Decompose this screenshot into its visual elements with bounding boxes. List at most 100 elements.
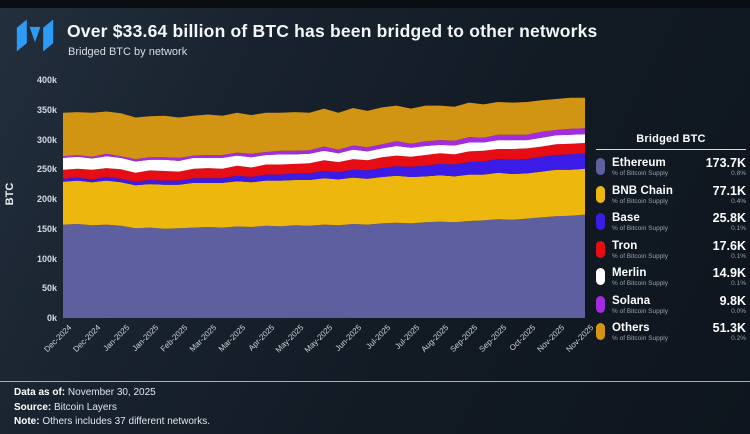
y-tick-label: 0k <box>46 313 57 323</box>
legend-percent: 0.1% <box>731 252 746 260</box>
y-axis-ticks: 400k 350k 300k 250k 200k 150k 100k 50k 0k <box>0 75 57 323</box>
legend-percent: 0.4% <box>731 197 746 205</box>
legend-value: 25.8K <box>712 211 746 225</box>
area-series-others <box>63 97 585 160</box>
legend-network-name: Ethereum <box>612 157 666 169</box>
x-tick-label: Mar-2025 <box>187 323 219 354</box>
x-tick-label: May-2025 <box>273 323 306 355</box>
footer-source: Source: Bitcoin Layers <box>14 401 117 413</box>
legend-sub-label: % of Bitcoin Supply <box>612 252 669 260</box>
y-tick-label: 400k <box>36 75 57 85</box>
legend-swatch-icon <box>596 158 605 175</box>
legend-item-others: Others% of Bitcoin Supply 51.3K 0.2% <box>596 322 746 342</box>
legend-network-name: BNB Chain <box>612 184 673 197</box>
x-tick-label: May-2025 <box>302 323 335 355</box>
legend-value-block: 17.6K 0.1% <box>712 238 746 260</box>
legend-swatch-icon <box>596 213 605 230</box>
footer: Data as of: November 30, 2025 Source: Bi… <box>14 386 210 430</box>
y-tick-label: 50k <box>41 283 57 294</box>
legend-percent: 0.1% <box>731 280 746 287</box>
legend-sub-label: % of Bitcoin Supply <box>612 335 669 342</box>
x-axis-ticks: Dec-2024 Dec-2024 Jan-2025 Jan-2025 Feb-2025… <box>42 323 595 375</box>
x-tick-label: Nov-2025 <box>564 323 596 354</box>
page-title: Over $33.64 billion of BTC has been brid… <box>67 21 598 41</box>
legend-value: 173.7K <box>705 156 746 170</box>
legend-item-bnb-chain: BNB Chain% of Bitcoin Supply 77.1K 0.4% <box>596 183 746 205</box>
legend-name-block: Tron% of Bitcoin Supply <box>612 240 668 260</box>
legend-name-block: Merlin% of Bitcoin Supply <box>612 267 668 287</box>
legend-sub-label: % of Bitcoin Supply <box>612 280 669 287</box>
legend-value-block: 25.8K 0.1% <box>713 212 746 232</box>
legend-sub-label: % of Bitcoin Supply <box>612 307 669 315</box>
legend-name-block: Base% of Bitcoin Supply <box>612 212 668 232</box>
legend-sub-label: % of Bitcoin Supply <box>612 225 669 232</box>
brand-logo-icon <box>16 19 54 52</box>
x-tick-label: Aug-2025 <box>419 323 451 354</box>
legend-percent: 0.1% <box>731 225 746 232</box>
legend-name-block: BNB Chain% of Bitcoin Supply <box>612 185 673 205</box>
x-tick-label: Mar-2025 <box>216 323 248 354</box>
legend-name-block: Ethereum% of Bitcoin Supply <box>612 157 668 177</box>
y-tick-label: 150k <box>36 223 57 234</box>
legend-value-block: 173.7K 0.8% <box>706 157 746 177</box>
legend-sub-label: % of Bitcoin Supply <box>612 170 669 177</box>
x-tick-label: Jan-2025 <box>130 323 161 353</box>
legend-network-name: Others <box>612 322 650 334</box>
legend-panel: Bridged BTC Ethereum% of Bitcoin Supply 1… <box>596 133 746 350</box>
legend-network-name: Base <box>612 212 640 224</box>
legend-value-block: 77.1K 0.4% <box>712 183 746 205</box>
area-series-tron <box>63 143 585 182</box>
stacked-area-chart <box>63 97 585 318</box>
x-tick-label: Dec-2024 <box>71 323 103 354</box>
footer-data-as-of: Data as of: November 30, 2025 <box>14 387 156 398</box>
x-tick-label: Sep-2025 <box>448 323 480 354</box>
y-tick-label: 100k <box>36 253 57 264</box>
y-tick-label: 250k <box>36 164 57 175</box>
legend-item-merlin: Merlin% of Bitcoin Supply 14.9K 0.1% <box>596 267 746 287</box>
y-tick-label: 350k <box>36 104 57 115</box>
legend-network-name: Merlin <box>612 267 647 279</box>
legend-network-name: Solana <box>612 294 651 307</box>
legend-percent: 0.0% <box>731 307 746 315</box>
legend-item-base: Base% of Bitcoin Supply 25.8K 0.1% <box>596 212 746 232</box>
legend-value: 9.8K <box>719 293 746 308</box>
y-tick-label: 200k <box>36 194 57 204</box>
legend-value-block: 14.9K 0.1% <box>713 267 746 287</box>
x-tick-label: Jul-2025 <box>393 323 422 352</box>
x-tick-label: Dec-2024 <box>42 323 74 354</box>
legend-network-name: Tron <box>612 239 638 252</box>
legend-sub-label: % of Bitcoin Supply <box>612 197 669 205</box>
x-tick-label: Feb-2025 <box>158 323 190 354</box>
x-tick-label: Apr-2025 <box>246 323 277 353</box>
footer-note: Note: Others includes 37 different netwo… <box>14 416 211 427</box>
legend-swatch-icon <box>596 185 605 203</box>
chart-subtitle: Bridged BTC by network <box>68 46 188 58</box>
x-tick-label: Jan-2025 <box>101 323 132 353</box>
x-tick-label: Jun-2025 <box>333 323 364 353</box>
area-series-base <box>63 153 585 186</box>
area-series-ethereum <box>63 214 585 318</box>
y-tick-label: 300k <box>36 134 57 145</box>
footer-divider <box>0 381 750 382</box>
x-tick-label: Sep-2025 <box>477 323 509 354</box>
legend-value-block: 51.3K 0.2% <box>713 322 746 342</box>
legend-swatch-icon <box>596 240 605 258</box>
x-tick-label: Jul-2025 <box>364 323 393 352</box>
legend-value: 14.9K <box>712 266 746 280</box>
legend-item-tron: Tron% of Bitcoin Supply 17.6K 0.1% <box>596 238 746 260</box>
legend-name-block: Others% of Bitcoin Supply <box>612 322 668 342</box>
legend-swatch-icon <box>596 268 605 285</box>
legend-value: 77.1K <box>712 183 746 198</box>
legend-value: 17.6K <box>712 238 746 253</box>
top-strip <box>0 0 750 8</box>
legend-item-ethereum: Ethereum% of Bitcoin Supply 173.7K 0.8% <box>596 157 746 177</box>
legend-swatch-icon <box>596 323 605 340</box>
area-series-merlin <box>63 134 585 173</box>
legend-items: Ethereum% of Bitcoin Supply 173.7K 0.8% BNB… <box>596 157 746 342</box>
x-tick-label: Oct-2025 <box>507 323 538 353</box>
legend-title: Bridged BTC <box>596 133 746 150</box>
legend-item-solana: Solana% of Bitcoin Supply 9.8K 0.0% <box>596 293 746 315</box>
area-series-bnb-chain <box>63 168 585 229</box>
x-tick-label: Nov-2025 <box>535 323 567 354</box>
